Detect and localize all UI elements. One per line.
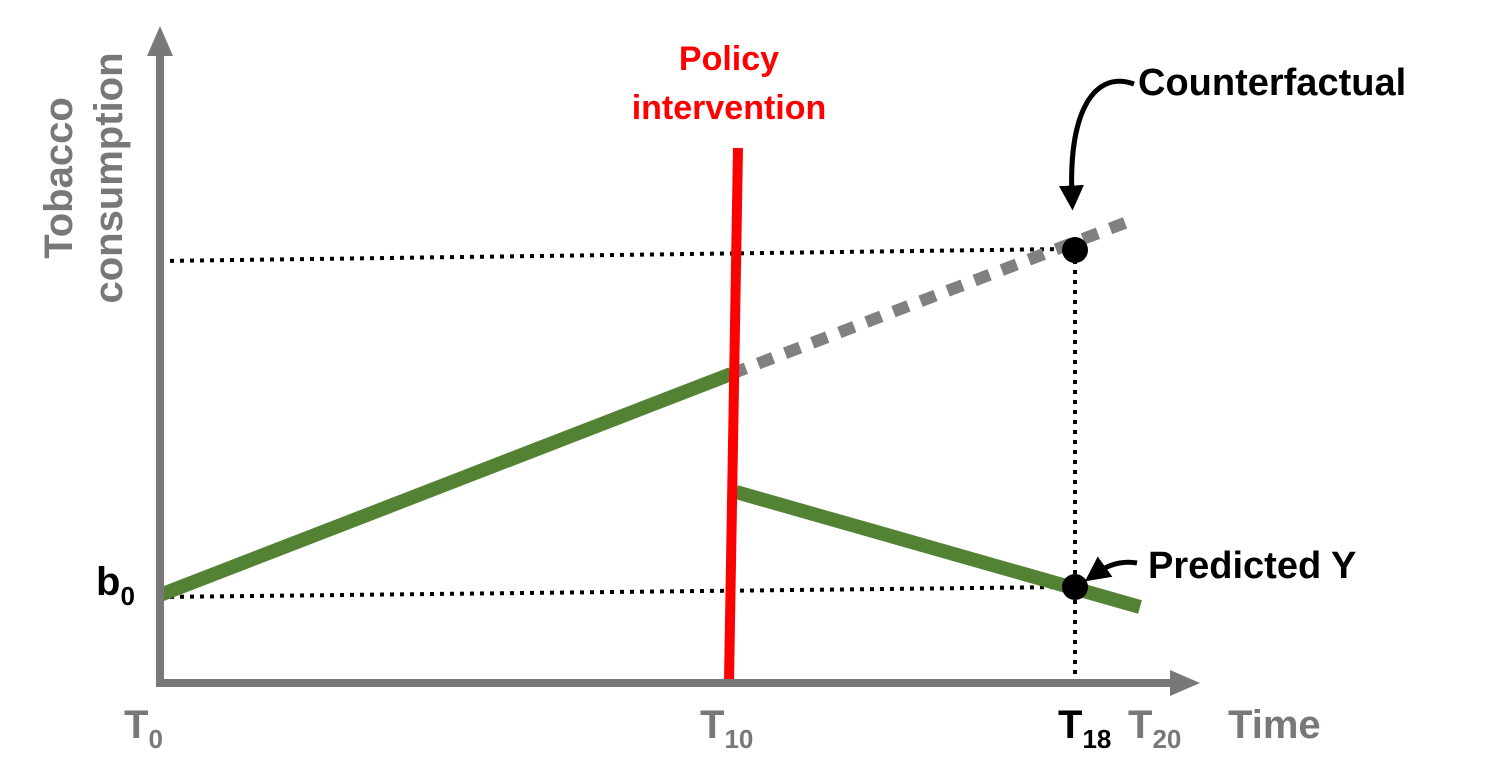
x-axis-label: Time xyxy=(1228,703,1321,747)
policy-label-line1: Policy xyxy=(679,40,779,78)
pre-intervention-trend-line xyxy=(157,367,734,602)
policy-intervention-line xyxy=(724,147,743,682)
counterfactual-level-guide xyxy=(159,247,1067,263)
predicted-point xyxy=(1062,574,1088,600)
intercept-label: b0 xyxy=(96,560,135,611)
tick-t10: T10 xyxy=(700,703,753,754)
policy-label-line2: intervention xyxy=(632,89,827,127)
y-axis-label: Tobacco consumption xyxy=(37,52,131,303)
y-axis-arrowhead xyxy=(147,26,173,56)
intercept-level-guide xyxy=(159,585,1067,599)
counterfactual-callout-arrow xyxy=(1058,78,1135,211)
x-axis-arrowhead xyxy=(1170,670,1200,696)
y-axis-label-line1: Tobacco xyxy=(37,97,81,259)
counterfactual-point xyxy=(1062,237,1088,263)
predicted-callout-arrow xyxy=(1084,556,1138,582)
tick-t18: T18 xyxy=(1058,703,1111,754)
y-axis-label-line2: consumption xyxy=(87,52,131,303)
counterfactual-label: Counterfactual xyxy=(1138,62,1406,104)
predicted-label: Predicted Y xyxy=(1148,545,1356,587)
tick-t20: T20 xyxy=(1128,703,1181,754)
tick-t0: T0 xyxy=(124,703,163,754)
